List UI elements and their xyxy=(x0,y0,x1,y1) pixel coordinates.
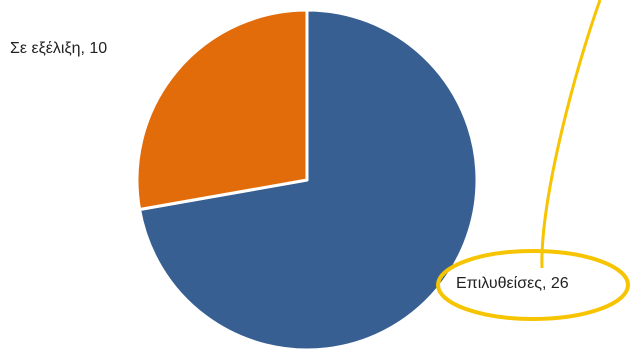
data-label-resolved: Επιλυθείσες, 26 xyxy=(456,275,569,292)
leader-line xyxy=(540,0,602,269)
highlight-ellipse xyxy=(436,249,630,321)
data-label-in-progress: Σε εξέλιξη, 10 xyxy=(10,40,108,57)
pie-slice-in-progress xyxy=(135,8,309,212)
